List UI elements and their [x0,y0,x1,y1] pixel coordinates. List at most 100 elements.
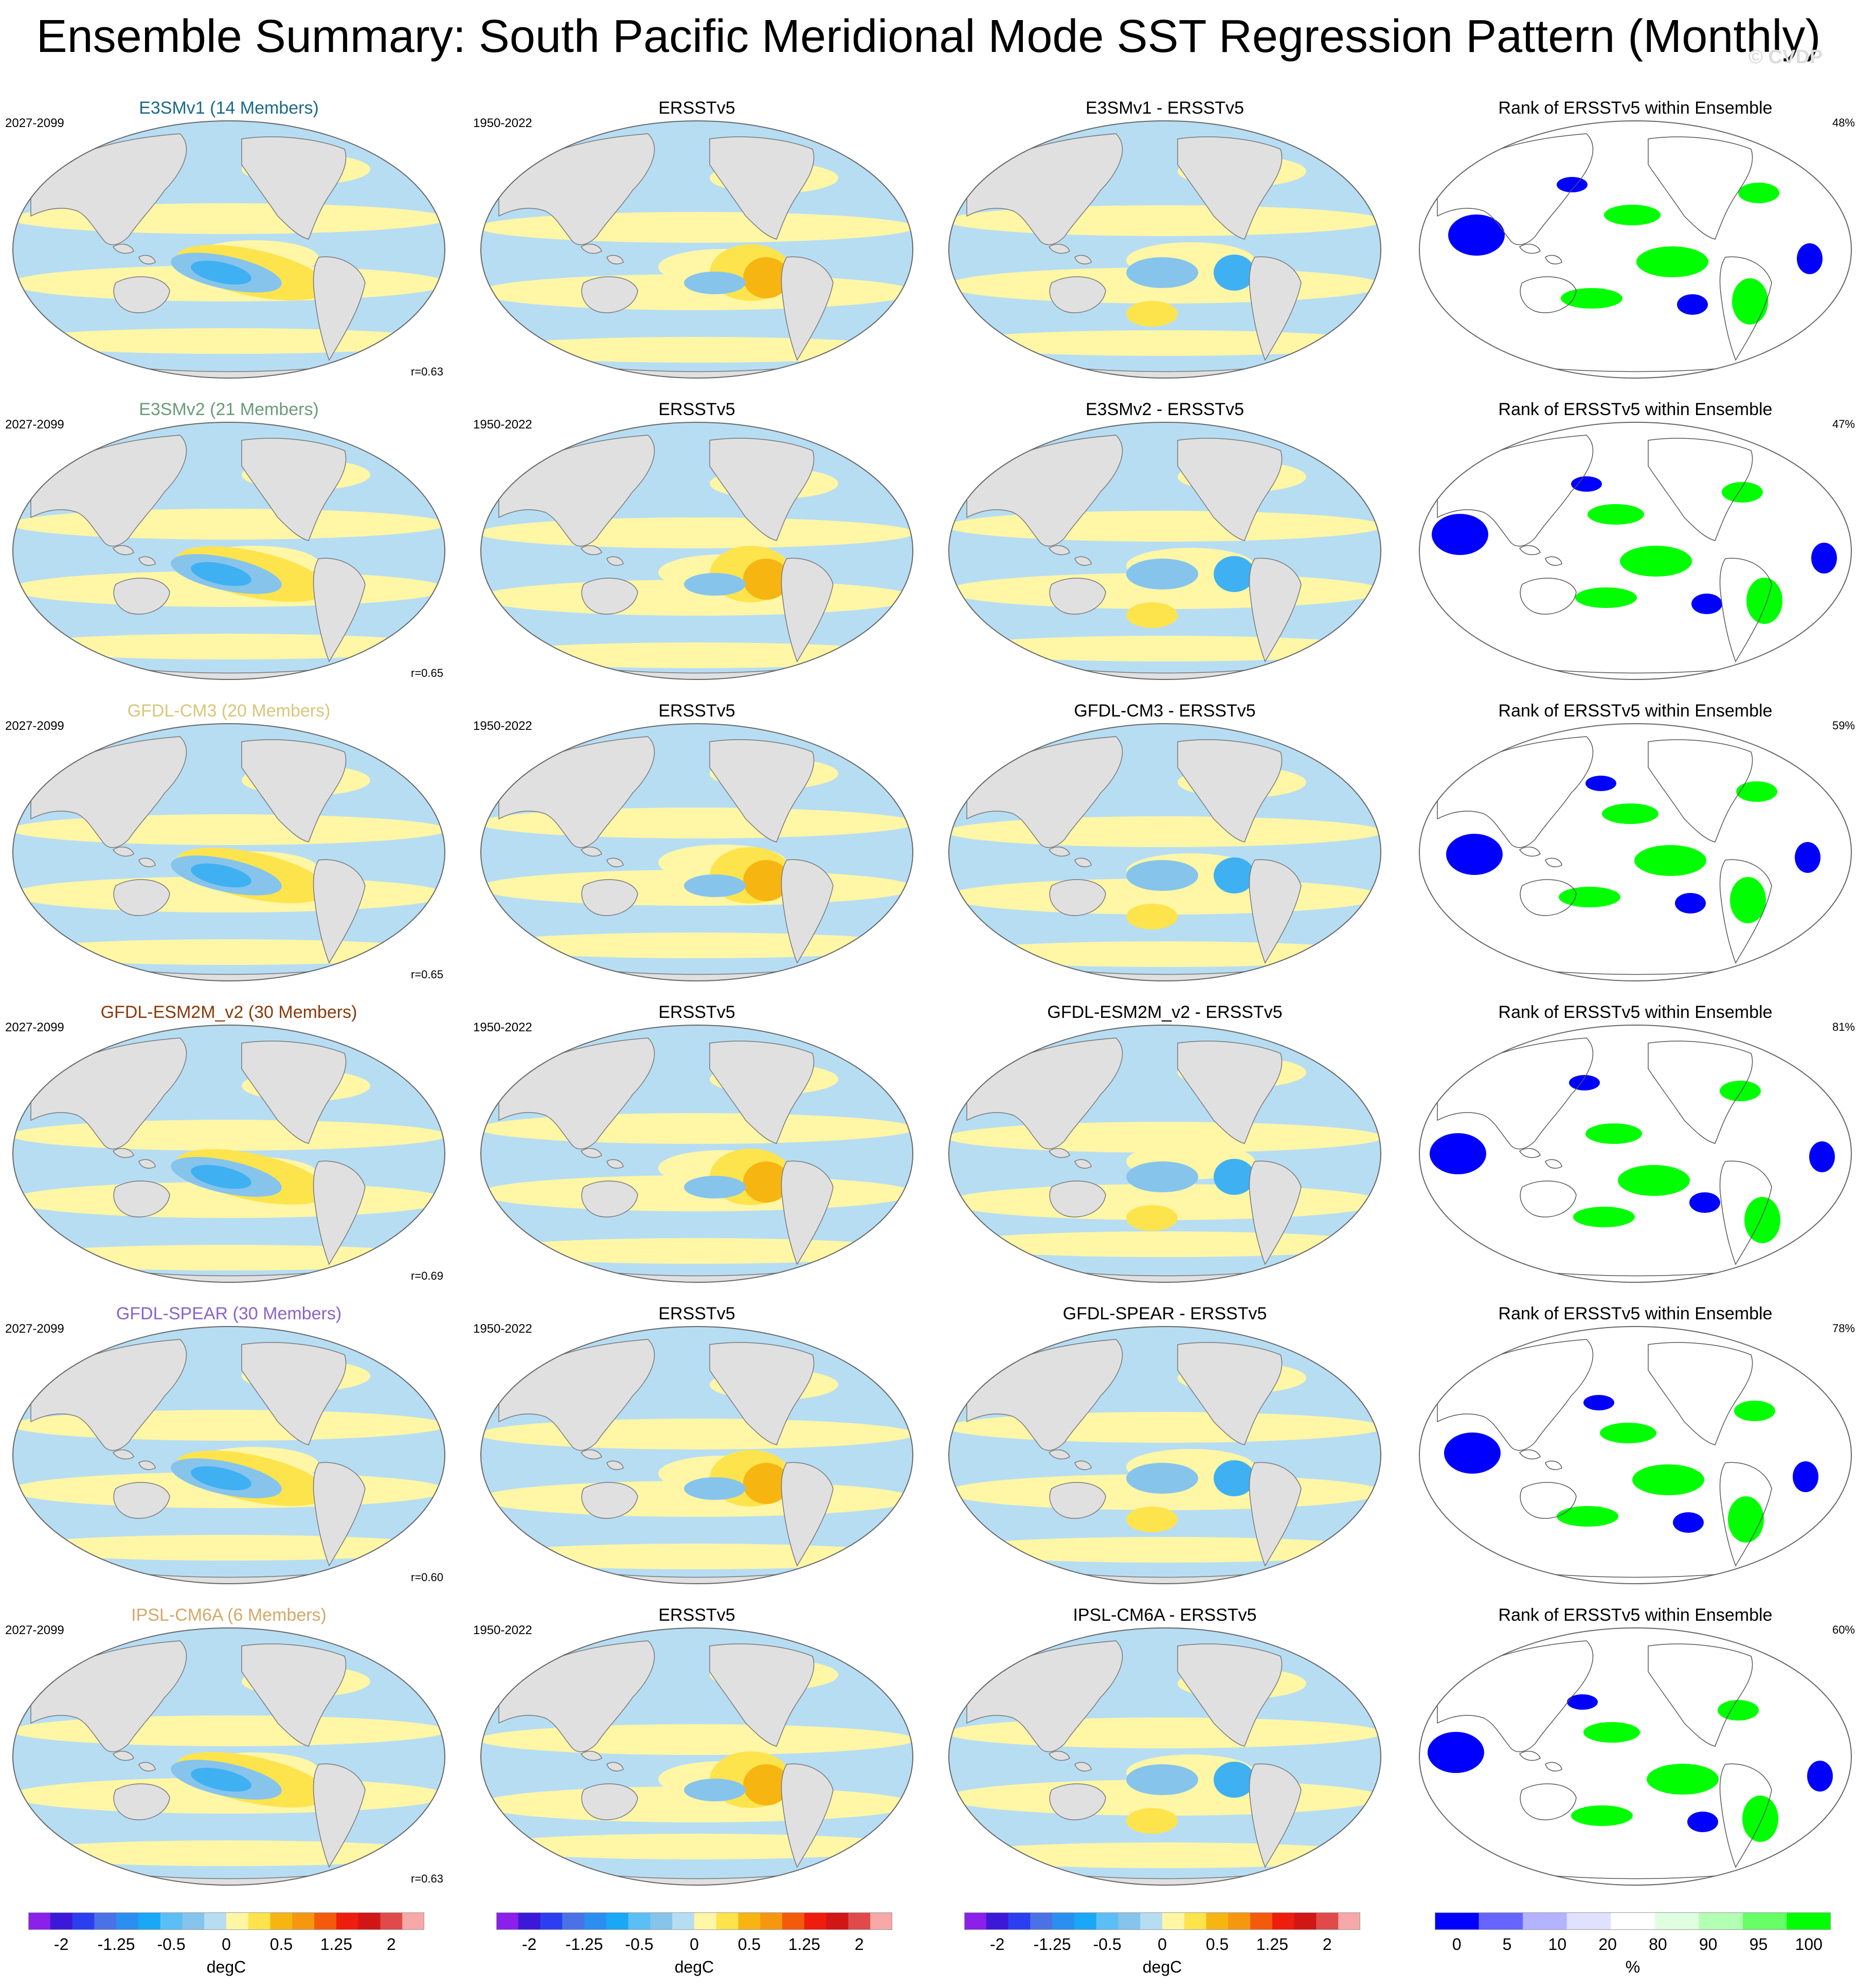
panel-model-2: GFDL-CM3 (20 Members) 2027-2099 r=0.65 [5,701,453,1003]
world-map-icon [480,1627,913,1886]
panel-obs-4: ERSSTv5 1950-2022 [473,1303,921,1606]
rank-map-icon [1419,120,1852,379]
colorbar-model: -2 -1.25 -0.5 0 0.5 1.25 2 degC [28,1912,425,1984]
panel-title: ERSSTv5 [658,1304,735,1323]
colorbar-tick: 1.25 [788,1935,821,1954]
colorbar-swatch [650,1912,673,1930]
colorbar-tick: 95 [1749,1935,1768,1954]
panel-diff-5: IPSL-CM6A - ERSSTv5 [941,1605,1389,1907]
colorbar-swatch [1162,1912,1185,1930]
world-map-icon [12,422,445,680]
colorbar-swatch [964,1912,987,1930]
rank-percent: 48% [1832,116,1855,129]
world-map-icon [948,1025,1381,1283]
colorbar-swatch [1787,1912,1831,1930]
panel-title: E3SMv1 (14 Members) [139,98,319,118]
colorbar-swatch [1228,1912,1251,1930]
colorbar-swatch [804,1912,827,1930]
world-map-icon [12,120,445,379]
panel-title: GFDL-CM3 - ERSSTv5 [1074,701,1256,721]
colorbar-swatch [314,1912,337,1930]
colorbar-swatch [1479,1912,1523,1930]
panel-title: Rank of ERSSTv5 within Ensemble [1498,1605,1773,1625]
colorbar-tick: 2 [1322,1935,1332,1954]
colorbar-swatch [606,1912,629,1930]
panel-rank-3: Rank of ERSSTv5 within Ensemble 81% [1412,1002,1857,1304]
rank-percent: 81% [1832,1020,1855,1033]
rank-map-icon [1419,1025,1852,1283]
colorbar-swatch [226,1912,249,1930]
panel-rank-2: Rank of ERSSTv5 within Ensemble 59% [1412,701,1857,1003]
colorbar-unit: % [1625,1958,1640,1976]
panel-title: ERSSTv5 [658,1605,735,1625]
panel-diff-4: GFDL-SPEAR - ERSSTv5 [941,1303,1389,1606]
colorbar-swatch [1611,1912,1655,1930]
panel-title: Rank of ERSSTv5 within Ensemble [1498,98,1773,118]
period-label: 2027-2099 [5,1623,64,1637]
period-label: 2027-2099 [5,1322,64,1336]
colorbar-obs: -2 -1.25 -0.5 0 0.5 1.25 2 degC [496,1912,893,1984]
period-label: 1950-2022 [473,1322,532,1336]
colorbar-swatch [628,1912,651,1930]
world-map-icon [480,422,913,680]
period-label: 2027-2099 [5,418,64,432]
colorbar-swatch [986,1912,1009,1930]
colorbar-swatch [1294,1912,1317,1930]
colorbar-tick: 20 [1598,1935,1617,1954]
colorbar-swatch [94,1912,117,1930]
colorbar-unit: degC [1142,1958,1182,1976]
world-map-icon [948,723,1381,981]
period-label: 2027-2099 [5,1020,64,1034]
world-map-icon [480,1025,913,1283]
panel-title: IPSL-CM6A - ERSSTv5 [1073,1605,1257,1625]
colorbar-tick: 0.5 [1205,1935,1229,1954]
rank-map-icon [1419,723,1852,981]
panel-diff-0: E3SMv1 - ERSSTv5 [941,98,1389,400]
world-map-icon [948,1627,1381,1886]
panel-title: Rank of ERSSTv5 within Ensemble [1498,1304,1773,1323]
world-map-icon [12,1025,445,1283]
colorbar-swatch [1272,1912,1295,1930]
colorbar-swatch [1316,1912,1339,1930]
rank-percent: 59% [1832,719,1855,732]
pattern-correlation: r=0.65 [411,968,443,981]
panel-obs-1: ERSSTv5 1950-2022 [473,399,921,702]
colorbar-swatch [116,1912,139,1930]
colorbar-tick: 0 [1452,1935,1462,1954]
colorbar-swatch [50,1912,73,1930]
pattern-correlation: r=0.60 [411,1571,443,1584]
world-map-icon [948,422,1381,680]
colorbar-swatch [1096,1912,1119,1930]
period-label: 2027-2099 [5,116,64,130]
colorbar-swatch [870,1912,893,1930]
panel-obs-0: ERSSTv5 1950-2022 [473,98,921,400]
panel-title: ERSSTv5 [658,400,735,419]
world-map-icon [948,1326,1381,1584]
colorbar-tick: -1.25 [565,1935,603,1954]
colorbar-swatch [1184,1912,1207,1930]
rank-map-icon [1419,1326,1852,1584]
world-map-icon [12,723,445,981]
colorbar-swatch [402,1912,425,1930]
panel-model-4: GFDL-SPEAR (30 Members) 2027-2099 r=0.60 [5,1303,453,1606]
panel-title: GFDL-CM3 (20 Members) [127,701,331,721]
pattern-correlation: r=0.65 [411,667,443,679]
colorbar-tick: -0.5 [625,1935,654,1954]
panel-rank-5: Rank of ERSSTv5 within Ensemble 60% [1412,1605,1857,1907]
colorbar-swatch [694,1912,717,1930]
panel-title: GFDL-ESM2M_v2 - ERSSTv5 [1047,1002,1283,1022]
colorbar-swatch [1523,1912,1567,1930]
colorbar-swatch [270,1912,293,1930]
panel-title: ERSSTv5 [658,701,735,721]
colorbar-swatch [1030,1912,1053,1930]
period-label: 1950-2022 [473,1020,532,1034]
panel-title: ERSSTv5 [658,98,735,118]
panel-diff-3: GFDL-ESM2M_v2 - ERSSTv5 [941,1002,1389,1304]
watermark: © CVDP [1748,46,1823,68]
panel-rank-4: Rank of ERSSTv5 within Ensemble 78% [1412,1303,1857,1606]
pattern-correlation: r=0.63 [411,1872,443,1885]
colorbar-swatch [1338,1912,1361,1930]
colorbar-swatch [518,1912,541,1930]
pattern-correlation: r=0.69 [411,1269,443,1282]
colorbar-swatch [716,1912,739,1930]
